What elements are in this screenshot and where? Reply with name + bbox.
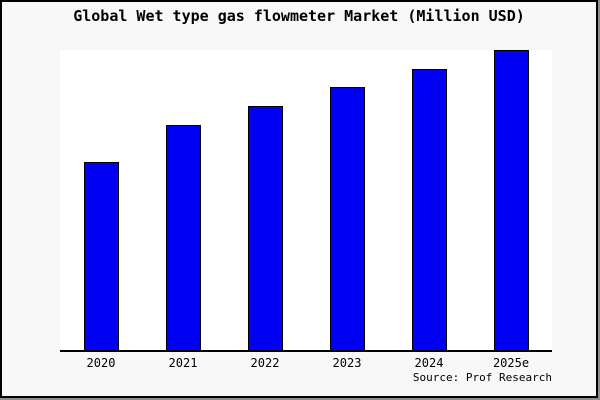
bar-2020 <box>83 161 119 350</box>
x-tick-label-2021: 2021 <box>168 356 198 370</box>
x-tick-label-2025e: 2025e <box>492 356 530 370</box>
x-tick-label-2022: 2022 <box>250 356 280 370</box>
x-tick-label-2024: 2024 <box>414 356 444 370</box>
source-text: Source: Prof Research <box>412 371 552 384</box>
x-labels: 2020 2021 2022 2023 2024 2025e <box>60 356 552 370</box>
bar-2025e <box>493 50 529 350</box>
bars-container <box>60 50 552 350</box>
bar-2022 <box>247 105 283 350</box>
bar-2021 <box>165 125 201 350</box>
bar-2024 <box>411 69 447 350</box>
chart-title: Global Wet type gas flowmeter Market (Mi… <box>73 7 525 25</box>
x-tick-label-2023: 2023 <box>332 356 362 370</box>
plot-area <box>60 50 552 352</box>
x-tick-label-2020: 2020 <box>86 356 116 370</box>
bar-2023 <box>329 87 365 350</box>
